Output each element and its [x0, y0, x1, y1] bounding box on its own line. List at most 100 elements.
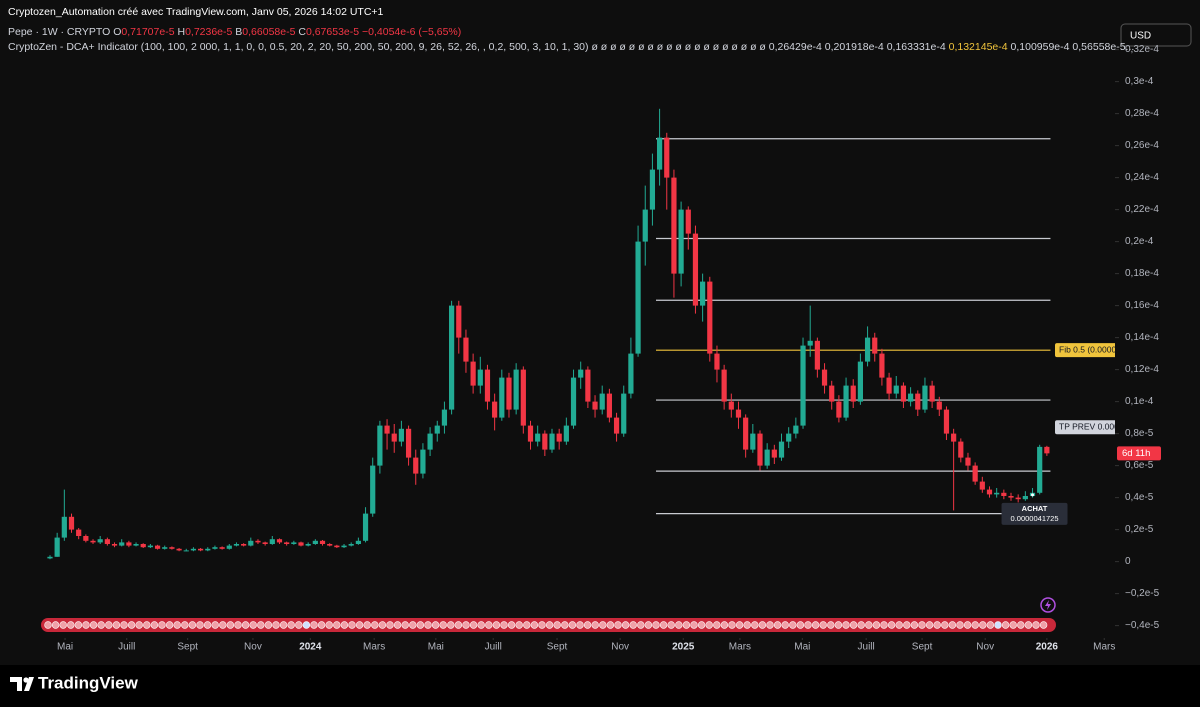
candle-body — [535, 433, 541, 442]
candle-body — [1037, 446, 1043, 493]
x-tick-label: 2026 — [1036, 642, 1059, 653]
event-icon — [887, 621, 896, 629]
event-icon — [196, 621, 204, 629]
x-tick-label: Juill — [118, 642, 135, 653]
candle-body — [226, 545, 232, 549]
event-icon — [606, 621, 615, 629]
y-tick-label: 0,14e-4 — [1125, 332, 1159, 343]
indicator: CryptoZen - DCA+ Indicator (100, 100, 2 … — [8, 41, 589, 53]
candle-body — [900, 385, 907, 402]
event-icon — [492, 621, 501, 629]
event-icon — [1039, 621, 1048, 629]
x-tick-label: Mars — [729, 642, 751, 653]
x-tick-label: Mars — [1093, 642, 1115, 653]
candle-body — [542, 433, 548, 450]
event-icon — [287, 621, 295, 629]
candle-body — [922, 385, 928, 410]
candle-body — [477, 369, 483, 386]
candle-body — [972, 465, 978, 482]
candle-body — [807, 340, 813, 346]
event-icon — [819, 621, 827, 629]
candle-body — [563, 425, 569, 442]
alert-icon[interactable] — [1040, 597, 1056, 613]
event-icon — [333, 621, 341, 629]
currency-box[interactable] — [1120, 23, 1192, 47]
candle-body — [219, 547, 225, 549]
candle-body — [506, 377, 512, 410]
x-tick-label: 2024 — [299, 642, 322, 653]
ohlc-value: 0,7236e-5 — [185, 26, 233, 38]
event-icon — [842, 621, 850, 629]
event-icon — [675, 621, 683, 629]
event-icon — [105, 621, 113, 629]
event-icon — [393, 621, 402, 629]
event-icon — [925, 621, 934, 629]
event-icon — [469, 621, 478, 629]
y-tick-label: 0,6e-5 — [1125, 460, 1154, 471]
symbol-line: Pepe · 1W · CRYPTO O0,71707e-5 H0,7236e-… — [8, 26, 461, 38]
candle-body — [470, 361, 476, 386]
candle-body — [994, 492, 1000, 495]
event-icon — [956, 621, 964, 629]
event-icon — [979, 621, 987, 629]
logo-mark — [24, 677, 34, 691]
y-tick-label: 0,1e-4 — [1125, 396, 1154, 407]
event-icon — [424, 621, 432, 629]
event-icon — [97, 621, 105, 629]
event-icon — [561, 621, 569, 629]
y-tick-label: 0,26e-4 — [1125, 140, 1159, 151]
event-icon — [697, 621, 706, 629]
candle-body — [707, 281, 713, 354]
event-icon — [158, 621, 166, 629]
event-icon — [827, 621, 835, 629]
candle-body — [377, 425, 383, 466]
candle-body — [606, 393, 612, 418]
event-icon — [127, 621, 136, 629]
candle-body — [499, 377, 505, 418]
event-icon — [211, 621, 219, 629]
candle-body — [104, 539, 110, 544]
x-tick-label: 2025 — [672, 642, 695, 653]
candle-body — [305, 544, 311, 546]
countdown-tag — [1117, 446, 1161, 461]
event-icon — [743, 621, 751, 629]
event-icon — [994, 621, 1002, 629]
candle-body — [527, 425, 534, 442]
event-icon — [279, 621, 288, 629]
event-icon — [317, 621, 326, 629]
y-tick-label: 0,3e-4 — [1125, 76, 1154, 87]
candle-body — [700, 281, 706, 306]
candle-body — [678, 209, 684, 274]
event-icon — [903, 621, 911, 629]
candle-body — [1008, 496, 1014, 498]
event-icon — [454, 621, 463, 629]
ohlc-key: H — [177, 26, 186, 38]
y-tick-label: −0,2e-5 — [1125, 588, 1160, 599]
candle-body — [456, 305, 462, 338]
candle-body — [592, 401, 598, 410]
candle-body — [649, 169, 656, 210]
event-icon — [530, 621, 539, 629]
candle-body — [570, 377, 577, 426]
event-icon — [766, 621, 774, 629]
x-tick-label: Nov — [244, 642, 262, 653]
currency: USD — [1130, 31, 1151, 42]
event-icon — [67, 621, 75, 629]
candle-body — [814, 340, 820, 370]
event-icon — [241, 621, 250, 629]
candle-body — [692, 233, 699, 306]
ohlc-key: B — [235, 26, 243, 38]
event-icon — [447, 621, 455, 629]
event-icon — [629, 621, 637, 629]
candle-body — [154, 545, 161, 549]
candle-body — [370, 465, 376, 514]
event-icon — [637, 621, 645, 629]
event-icon — [804, 621, 812, 629]
candle-body — [492, 401, 498, 418]
candle-body — [484, 369, 491, 402]
candle-body — [413, 457, 419, 474]
event-icon — [431, 621, 440, 629]
candle-body — [47, 556, 53, 559]
indicator-value: 0,201918e-4 — [824, 41, 884, 53]
x-tick-label: Mars — [363, 642, 385, 653]
